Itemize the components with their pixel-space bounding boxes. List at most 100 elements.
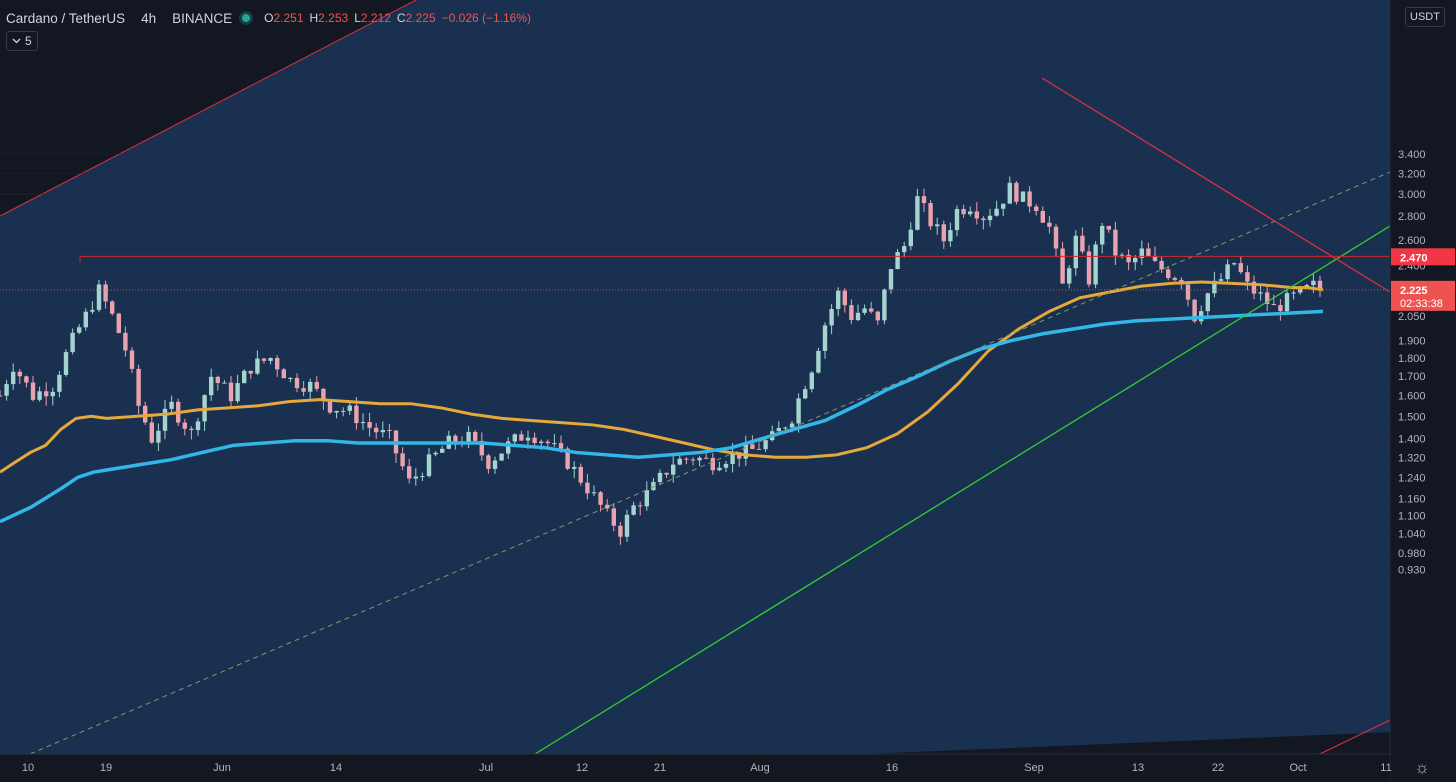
candle-body	[17, 371, 22, 377]
candle-body	[63, 352, 69, 375]
candle-body	[697, 457, 702, 461]
candle-body	[565, 448, 570, 469]
candle-body	[756, 448, 762, 450]
candle-body	[1291, 292, 1296, 294]
candle-body	[1080, 235, 1085, 252]
channel-lower-line	[1319, 719, 1391, 755]
candle-body	[1205, 293, 1210, 312]
candle-body	[360, 422, 366, 424]
candle-body	[321, 388, 326, 402]
candle-body	[941, 224, 946, 242]
candle-body	[638, 505, 643, 507]
candle-body	[1298, 286, 1303, 293]
candle-body	[479, 440, 484, 456]
candle-body	[750, 443, 755, 449]
candle-body	[882, 289, 887, 321]
resistance-badge-label: 2.470	[1400, 252, 1428, 264]
candle-body	[730, 452, 735, 464]
candle-body	[849, 305, 854, 321]
candle-body	[242, 370, 247, 384]
candle-body	[123, 332, 128, 351]
candle-body	[440, 448, 445, 453]
time-tick-label: 13	[1132, 762, 1144, 774]
last-price-label: 2.225	[1400, 285, 1428, 297]
candle-body	[717, 467, 722, 471]
candle-body	[77, 327, 82, 333]
candle-body	[935, 224, 940, 227]
candle-body	[1311, 280, 1316, 286]
candle-body	[4, 384, 9, 396]
candle-body	[961, 208, 966, 215]
candle-body	[1047, 222, 1052, 227]
price-tick-label: 3.400	[1398, 149, 1426, 161]
candle-body	[644, 490, 649, 507]
price-tick-label: 1.900	[1398, 335, 1426, 347]
candle-body	[605, 504, 610, 509]
candle-body	[974, 211, 979, 219]
candle-body	[539, 441, 544, 443]
candle-body	[1007, 182, 1012, 204]
candle-body	[651, 482, 656, 491]
time-tick-label: Sep	[1024, 762, 1044, 774]
candle-body	[0, 395, 3, 397]
candle-body	[895, 252, 900, 270]
change-value: −0.026 (−1.16%)	[441, 11, 532, 25]
candle-body	[341, 410, 346, 412]
candle-body	[400, 453, 405, 467]
candle-body	[690, 459, 696, 461]
indicators-toggle-button[interactable]: 5	[6, 31, 38, 51]
candle-body	[1014, 182, 1019, 202]
candle-body	[987, 215, 993, 221]
gear-icon[interactable]: ☼	[1414, 758, 1430, 777]
candle-body	[116, 313, 121, 333]
candle-body	[50, 391, 55, 397]
candle-body	[664, 472, 669, 475]
price-tick-label: 1.160	[1398, 494, 1426, 506]
candle-body	[1218, 279, 1224, 281]
candle-body	[723, 463, 729, 468]
candle-body	[1119, 254, 1125, 256]
candle-body	[1020, 191, 1026, 202]
interval-label[interactable]: 4h	[141, 10, 157, 26]
candle-body	[136, 368, 141, 406]
candle-body	[519, 434, 524, 441]
candle-body	[103, 284, 108, 302]
candle-body	[314, 381, 319, 389]
price-tick-label: 1.700	[1398, 371, 1426, 383]
time-tick-label: 10	[22, 762, 34, 774]
candle-body	[420, 476, 425, 478]
currency-button[interactable]: USDT	[1405, 7, 1445, 27]
candle-body	[506, 441, 511, 454]
candle-body	[552, 443, 557, 445]
candle-body	[1060, 248, 1065, 284]
candle-body	[143, 405, 148, 423]
candle-body	[572, 466, 577, 469]
candle-body	[1100, 225, 1105, 245]
candle-body	[374, 427, 379, 433]
candle-body	[473, 431, 478, 441]
candle-body	[407, 466, 412, 479]
candle-body	[525, 437, 531, 441]
candle-body	[110, 301, 115, 314]
candle-body	[822, 325, 828, 351]
candle-body	[928, 203, 933, 227]
candle-body	[783, 427, 788, 429]
candle-body	[182, 422, 187, 429]
high-value: 2.253	[318, 11, 349, 25]
price-tick-label: 0.980	[1398, 548, 1426, 560]
candle-body	[908, 229, 913, 247]
candle-body	[1139, 248, 1144, 258]
time-tick-label: Jul	[479, 762, 493, 774]
candle-body	[11, 371, 16, 385]
exchange-label: BINANCE	[172, 10, 233, 26]
high-label: H	[309, 11, 319, 25]
symbol-name[interactable]: Cardano / TetherUS	[6, 10, 126, 26]
candle-body	[855, 312, 861, 321]
candle-body	[803, 389, 808, 399]
open-value: 2.251	[273, 11, 304, 25]
candle-body	[677, 458, 682, 465]
candle-body	[162, 408, 168, 431]
candle-body	[776, 427, 781, 432]
